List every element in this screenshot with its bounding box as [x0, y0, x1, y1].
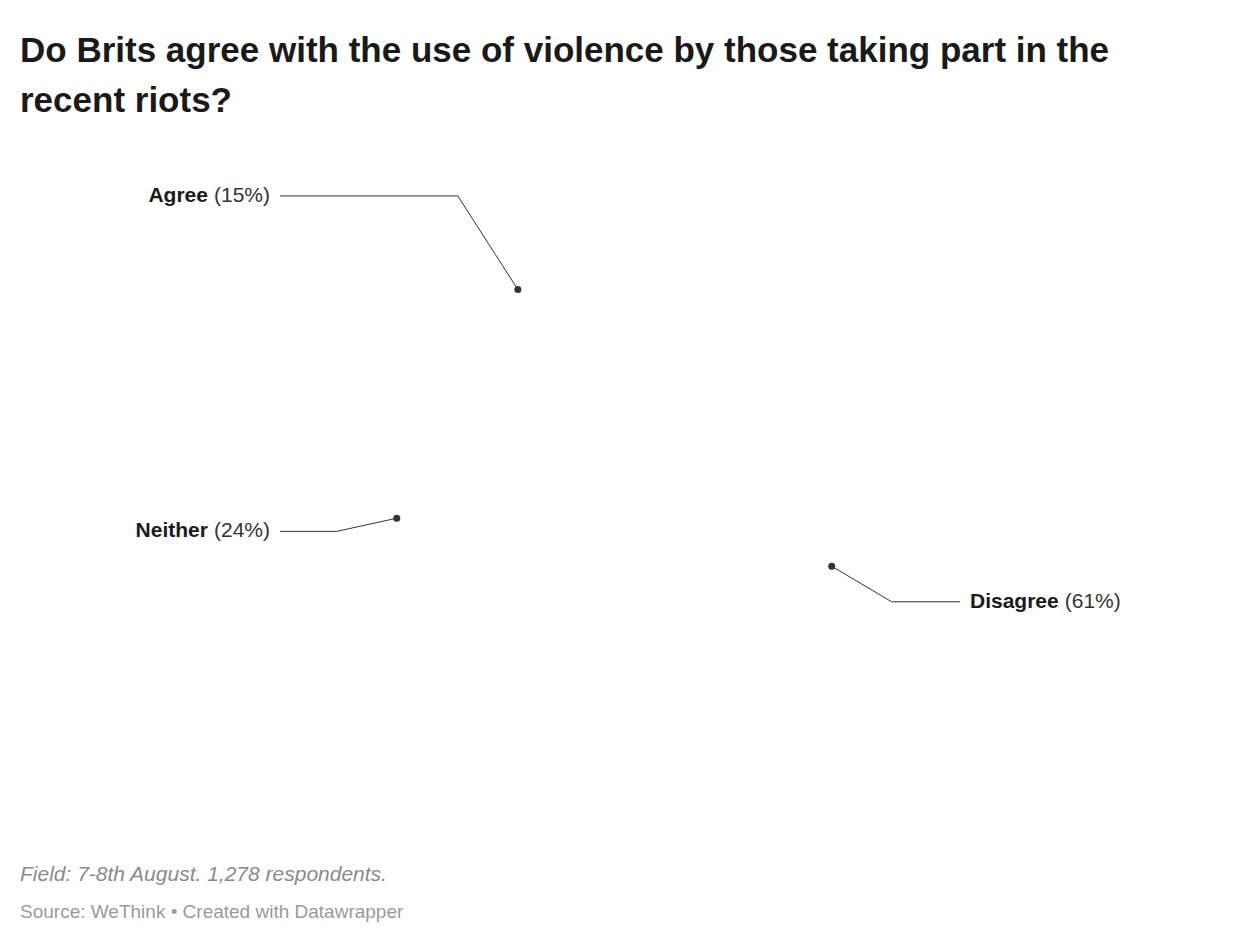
label-category: Agree — [148, 183, 208, 206]
label-category: Disagree — [970, 588, 1059, 611]
chart: Do Brits agree with the use of violence … — [0, 0, 1240, 944]
leader-line — [832, 566, 960, 602]
title: Do Brits agree with the use of violence … — [20, 30, 1109, 119]
label-value: (24%) — [214, 518, 270, 541]
leader-line — [280, 518, 397, 531]
data-label: Disagree (61%) — [970, 588, 1121, 611]
note: Field: 7-8th August. 1,278 respondents. — [20, 862, 387, 885]
leader-dot — [514, 286, 521, 293]
leader-dot — [393, 515, 400, 522]
leader-line — [280, 196, 518, 290]
title-line: Do Brits agree with the use of violence … — [20, 30, 1109, 69]
data-label: Neither (24%) — [136, 518, 270, 541]
data-label: Agree (15%) — [148, 183, 270, 206]
leader-dot — [828, 563, 835, 570]
title-line: recent riots? — [20, 80, 232, 119]
label-value: (15%) — [214, 183, 270, 206]
label-value: (61%) — [1065, 588, 1121, 611]
label-category: Neither — [136, 518, 208, 541]
labels: Disagree (61%) Neither (24%) Agree (15%) — [136, 183, 1121, 612]
source: Source: WeThink • Created with Datawrapp… — [20, 901, 404, 922]
